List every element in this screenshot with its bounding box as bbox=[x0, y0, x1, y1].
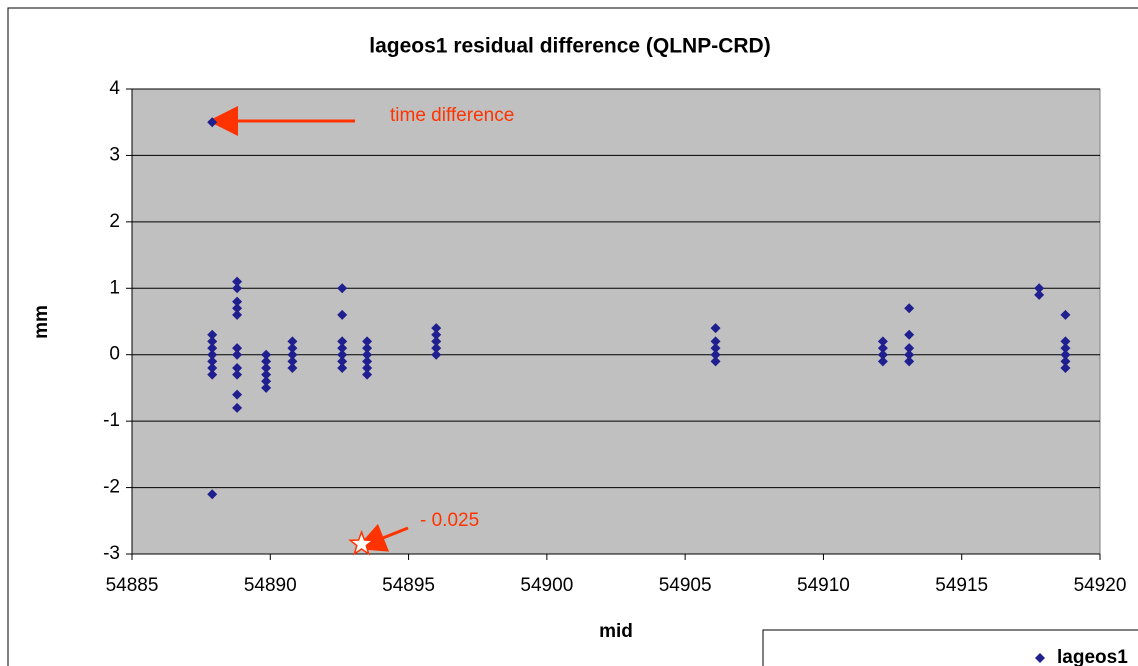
point bbox=[877, 349, 888, 360]
point bbox=[362, 369, 373, 380]
y-tick-label: 4 bbox=[109, 78, 120, 99]
point bbox=[287, 356, 298, 367]
legend-label: lageos1 bbox=[1057, 647, 1128, 666]
point bbox=[337, 356, 348, 367]
point bbox=[337, 343, 348, 354]
point bbox=[1034, 283, 1045, 294]
point bbox=[710, 323, 721, 334]
point bbox=[261, 369, 272, 380]
legend bbox=[762, 629, 1138, 666]
point bbox=[337, 309, 348, 320]
point bbox=[287, 363, 298, 373]
point bbox=[207, 369, 218, 380]
point bbox=[904, 329, 915, 340]
point bbox=[232, 296, 243, 307]
annotation: - 0.025 bbox=[420, 510, 479, 531]
point bbox=[287, 336, 298, 347]
chart-title: lageos1 residual difference (QLNP-CRD) bbox=[369, 35, 770, 58]
point bbox=[710, 336, 721, 347]
annotation-arrow bbox=[355, 523, 409, 552]
annotation: time difference bbox=[390, 105, 514, 126]
point bbox=[362, 349, 373, 360]
highlight-marker bbox=[348, 529, 376, 556]
point bbox=[232, 309, 243, 320]
point bbox=[431, 329, 442, 340]
point bbox=[207, 343, 218, 354]
point bbox=[1034, 289, 1045, 300]
point bbox=[337, 336, 348, 347]
point bbox=[362, 363, 373, 373]
point bbox=[232, 363, 243, 373]
point bbox=[232, 402, 243, 413]
point bbox=[431, 336, 442, 347]
point bbox=[1060, 309, 1071, 320]
point bbox=[261, 376, 272, 387]
point bbox=[877, 343, 888, 354]
point bbox=[877, 356, 888, 367]
point bbox=[261, 382, 272, 393]
point bbox=[904, 356, 915, 367]
point bbox=[710, 343, 721, 354]
y-tick-label: 2 bbox=[109, 211, 120, 232]
y-axis-label: mm bbox=[31, 305, 52, 339]
point bbox=[261, 356, 272, 367]
point bbox=[232, 389, 243, 400]
point bbox=[207, 489, 218, 500]
point bbox=[207, 363, 218, 373]
point bbox=[337, 283, 348, 294]
point bbox=[362, 356, 373, 367]
x-tick-label: 54915 bbox=[935, 575, 988, 596]
y-tick-label: -3 bbox=[103, 543, 120, 564]
point bbox=[362, 343, 373, 354]
point bbox=[1060, 349, 1071, 360]
point bbox=[287, 343, 298, 354]
x-tick-label: 54890 bbox=[244, 575, 297, 596]
x-tick-label: 54910 bbox=[797, 575, 850, 596]
point bbox=[337, 349, 348, 360]
y-tick-label: 3 bbox=[109, 144, 120, 165]
point bbox=[1060, 363, 1071, 373]
y-tick-label: -2 bbox=[103, 477, 120, 498]
y-tick-label: 1 bbox=[109, 277, 120, 298]
point bbox=[1060, 336, 1071, 347]
point bbox=[232, 343, 243, 354]
point bbox=[207, 356, 218, 367]
point bbox=[904, 349, 915, 360]
y-tick-label: 0 bbox=[109, 344, 120, 365]
point bbox=[1060, 343, 1071, 354]
legend-symbol bbox=[1035, 653, 1045, 663]
point bbox=[362, 336, 373, 347]
y-tick-label: -1 bbox=[103, 410, 120, 431]
x-tick-label: 54920 bbox=[1074, 575, 1127, 596]
x-tick-label: 54885 bbox=[106, 575, 159, 596]
point bbox=[877, 336, 888, 347]
point bbox=[232, 303, 243, 314]
point bbox=[710, 356, 721, 367]
point bbox=[287, 349, 298, 360]
point bbox=[904, 343, 915, 354]
point bbox=[207, 349, 218, 360]
point bbox=[904, 303, 915, 314]
x-tick-label: 54900 bbox=[520, 575, 573, 596]
point bbox=[431, 323, 442, 334]
point bbox=[337, 363, 348, 373]
point bbox=[431, 349, 442, 360]
point bbox=[261, 363, 272, 373]
point bbox=[207, 329, 218, 340]
x-tick-label: 54895 bbox=[382, 575, 435, 596]
point bbox=[1060, 356, 1071, 367]
point bbox=[207, 117, 218, 128]
point bbox=[232, 369, 243, 380]
plot-area bbox=[131, 88, 1101, 555]
point bbox=[207, 336, 218, 347]
point bbox=[232, 276, 243, 287]
x-tick-label: 54905 bbox=[659, 575, 712, 596]
point bbox=[232, 349, 243, 360]
point bbox=[232, 283, 243, 294]
x-axis-label: mid bbox=[599, 621, 633, 642]
point bbox=[710, 349, 721, 360]
point bbox=[261, 349, 272, 360]
point bbox=[431, 343, 442, 354]
